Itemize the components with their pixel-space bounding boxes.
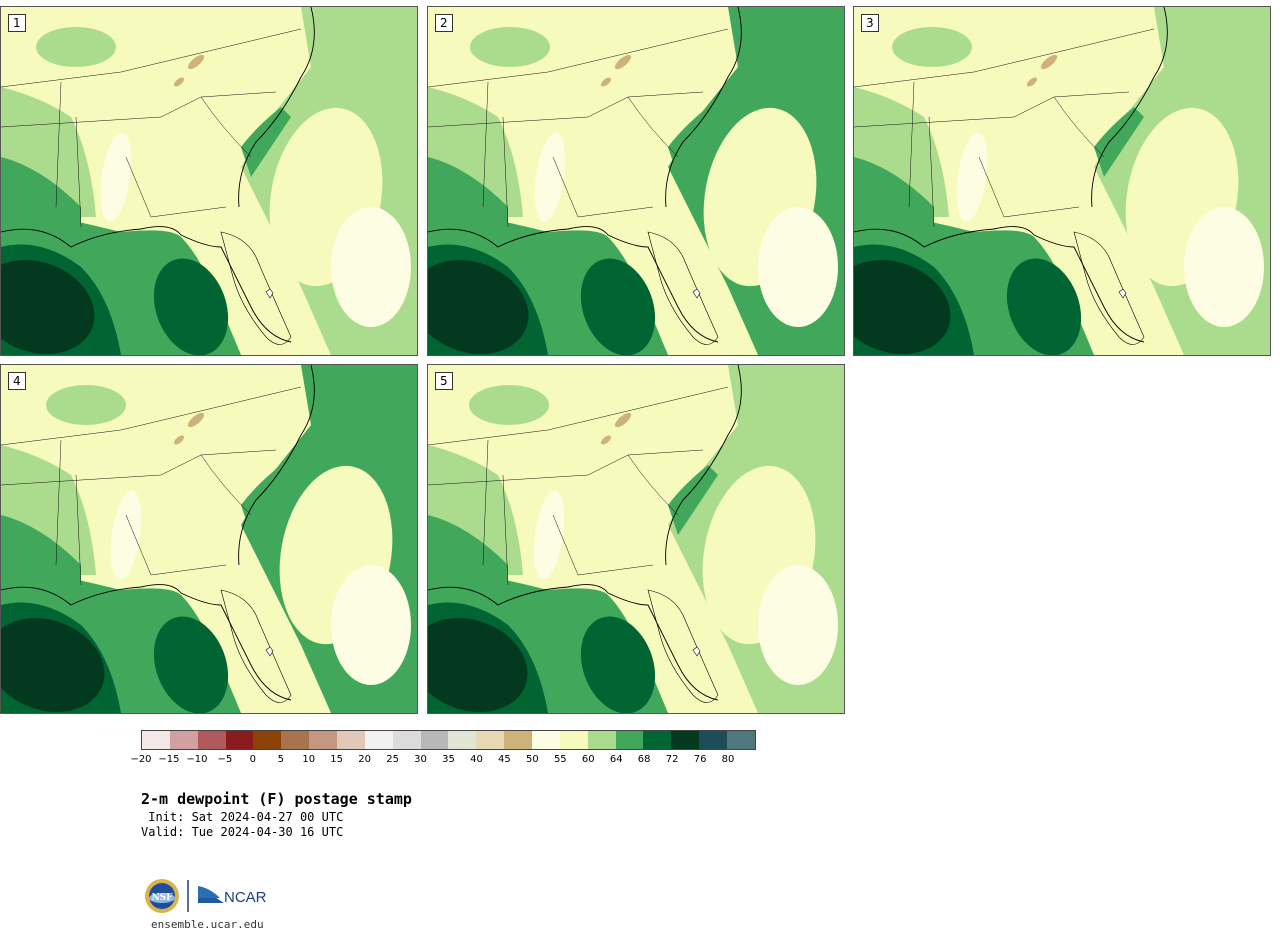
- colorbar-tick-label: 68: [637, 754, 651, 765]
- colorbar-swatch: [587, 731, 616, 749]
- ensemble-member-panel: 2: [427, 6, 845, 356]
- colorbar-swatch: [615, 731, 644, 749]
- ensemble-member-panel: 4: [0, 364, 418, 714]
- colorbar-tick-label: 40: [470, 754, 483, 765]
- dewpoint-map: [1, 7, 417, 355]
- colorbar-swatch: [392, 731, 421, 749]
- colorbar-tick-label: 25: [386, 754, 399, 765]
- dewpoint-map: [854, 7, 1270, 355]
- colorbar-tick-labels: −20 −15 −10 −5 0 5 10 15 20 25 30 35 40 45 50 55 60 64 68 7…: [130, 754, 756, 768]
- colorbar-tick-label: 55: [553, 754, 567, 765]
- member-number-label: 1: [8, 14, 26, 32]
- colorbar-tick-label: 0: [249, 754, 256, 765]
- colorbar-tick-label: −5: [217, 754, 233, 765]
- colorbar-tick-label: −10: [186, 754, 208, 765]
- colorbar-tick-label: 72: [665, 754, 679, 765]
- colorbar-swatch: [532, 731, 560, 749]
- valid-time: Valid: Tue 2024-04-30 16 UTC: [141, 825, 344, 839]
- member-number-label: 4: [8, 372, 26, 390]
- colorbar-swatch: [281, 731, 310, 749]
- colorbar-tick-label: 64: [609, 754, 623, 765]
- colorbar-swatch: [671, 731, 700, 749]
- colorbar-swatch: [142, 731, 170, 749]
- colorbar-swatch: [253, 731, 282, 749]
- colorbar-swatch: [699, 731, 728, 749]
- init-time: Init: Sat 2024-04-27 00 UTC: [141, 810, 344, 824]
- colorbar-swatch: [225, 731, 254, 749]
- colorbar-swatch: [643, 731, 672, 749]
- colorbar-swatch: [420, 731, 449, 749]
- colorbar-tick-label: 76: [693, 754, 707, 765]
- colorbar-swatch: [364, 731, 393, 749]
- ensemble-member-panel: 5: [427, 364, 845, 714]
- ncar-logo: NCAR: [198, 886, 267, 906]
- website-url: ensemble.ucar.edu: [151, 918, 264, 931]
- ensemble-member-panel: 1: [0, 6, 418, 356]
- colorbar-swatch: [448, 731, 477, 749]
- colorbar-tick-label: −20: [130, 754, 152, 765]
- colorbar-tick-label: 80: [721, 754, 735, 765]
- nsf-ncar-logos: NSF NCAR: [145, 879, 267, 913]
- colorbar-tick-label: 35: [442, 754, 455, 765]
- colorbar-swatch: [197, 731, 226, 749]
- dewpoint-map: [428, 365, 844, 713]
- member-number-label: 2: [435, 14, 453, 32]
- colorbar-tick-label: 50: [525, 754, 539, 765]
- dewpoint-colorbar: [141, 730, 756, 750]
- nsf-logo-text: NSF: [151, 893, 173, 903]
- colorbar-swatch: [476, 731, 505, 749]
- colorbar-swatch: [169, 731, 198, 749]
- colorbar-swatch: [559, 731, 588, 749]
- dewpoint-map: [428, 7, 844, 355]
- member-number-label: 3: [861, 14, 879, 32]
- colorbar-tick-label: 5: [277, 754, 284, 765]
- colorbar-swatch: [337, 731, 365, 749]
- nsf-logo: NSF: [145, 879, 179, 913]
- product-title: 2-m dewpoint (F) postage stamp: [141, 790, 412, 808]
- colorbar-tick-label: 10: [302, 754, 316, 765]
- colorbar-tick-label: −15: [158, 754, 180, 765]
- member-number-label: 5: [435, 372, 453, 390]
- colorbar-tick-label: 15: [330, 754, 344, 765]
- colorbar-tick-label: 20: [358, 754, 371, 765]
- colorbar-swatch: [309, 731, 338, 749]
- colorbar-tick-label: 60: [581, 754, 595, 765]
- ncar-logo-text: NCAR: [224, 889, 267, 906]
- colorbar-tick-label: 45: [498, 754, 511, 765]
- colorbar-tick-label: 30: [414, 754, 427, 765]
- colorbar-swatch: [504, 731, 533, 749]
- dewpoint-map: [1, 365, 417, 713]
- ensemble-member-panel: 3: [853, 6, 1271, 356]
- colorbar-swatch: [727, 731, 755, 749]
